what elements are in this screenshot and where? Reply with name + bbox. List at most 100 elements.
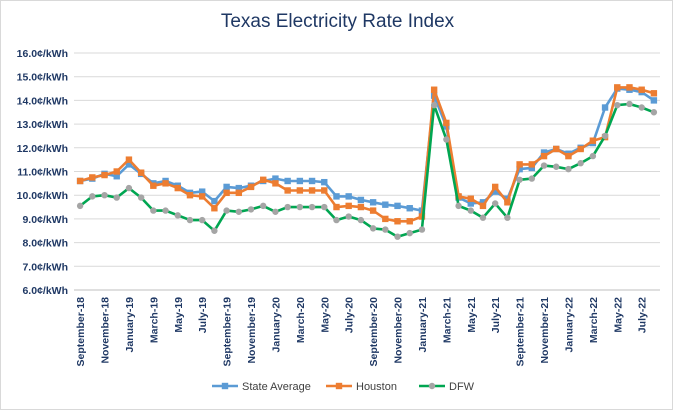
legend-label-state-average: State Average xyxy=(242,381,311,393)
dfw-point xyxy=(333,216,340,224)
y-tick-label: 9.0¢/kWh xyxy=(22,214,68,226)
x-tick-label: January-20 xyxy=(270,297,282,353)
state-average-point xyxy=(467,200,474,207)
houston-point xyxy=(394,218,401,225)
houston-point xyxy=(589,137,597,144)
dfw-point xyxy=(284,203,291,211)
houston-point xyxy=(565,152,572,160)
houston-point xyxy=(528,161,536,168)
series xyxy=(76,84,658,240)
state-average-point xyxy=(272,175,279,182)
dfw-point xyxy=(638,104,645,111)
state-average-point xyxy=(235,184,243,192)
state-average-point xyxy=(406,205,413,212)
state-average-point xyxy=(369,199,377,206)
houston-point xyxy=(553,145,560,153)
x-tick-label: November-19 xyxy=(246,297,258,364)
dfw-point xyxy=(626,100,633,108)
houston-point xyxy=(455,193,462,200)
state-average-point xyxy=(382,201,389,208)
y-axis: 6.0¢/kWh 7.0¢/kWh 8.0¢/kWh 9.0¢/kWh 10.0¢/kW… xyxy=(17,48,68,297)
x-tick-label: July-20 xyxy=(344,297,356,333)
houston-point xyxy=(125,156,133,163)
legend-label-houston: Houston xyxy=(356,381,397,393)
dfw-point xyxy=(528,175,536,182)
dfw-point xyxy=(321,203,328,211)
houston-point xyxy=(638,86,645,93)
houston-point xyxy=(284,187,291,194)
x-tick-label: May-19 xyxy=(173,297,185,333)
houston-point xyxy=(430,86,438,93)
state-average-point xyxy=(345,193,352,200)
x-tick-label: March-19 xyxy=(148,297,160,343)
state-average-point xyxy=(650,97,658,104)
dfw-point xyxy=(443,136,450,143)
y-tick-label: 16.0¢/kWh xyxy=(17,48,68,60)
houston-point xyxy=(357,203,365,211)
houston-point xyxy=(614,84,621,91)
dfw-point xyxy=(150,207,157,214)
y-tick-label: 12.0¢/kWh xyxy=(17,143,68,155)
houston-point xyxy=(89,174,96,181)
houston-point xyxy=(308,187,316,194)
x-tick-label: September-20 xyxy=(368,297,380,367)
houston-point xyxy=(260,176,267,183)
dfw-point xyxy=(491,200,499,207)
dfw-point xyxy=(479,214,487,221)
state-average-point xyxy=(211,197,218,205)
x-axis: September-18 November-18 January-19 March-1… xyxy=(75,297,649,367)
houston-point xyxy=(162,180,169,187)
houston-point xyxy=(272,180,279,187)
dfw-point xyxy=(89,193,96,200)
houston-point xyxy=(626,84,633,91)
x-tick-label: January-22 xyxy=(563,297,575,353)
dfw-point xyxy=(345,213,352,220)
houston-point xyxy=(406,218,413,225)
houston-point xyxy=(113,168,120,175)
houston-point xyxy=(516,161,523,168)
state-average-line xyxy=(79,87,655,212)
dfw-point xyxy=(101,192,108,199)
houston-point xyxy=(650,90,658,97)
dfw-point xyxy=(198,216,206,224)
state-average-point xyxy=(601,104,609,111)
y-tick-label: 13.0¢/kWh xyxy=(17,119,68,131)
houston-point xyxy=(345,202,352,210)
dfw-point xyxy=(565,165,572,173)
houston-point xyxy=(296,187,304,194)
x-tick-label: November-20 xyxy=(393,297,405,364)
gridlines xyxy=(74,52,660,291)
houston-point xyxy=(150,182,157,189)
houston-point xyxy=(321,187,328,194)
dfw-point xyxy=(76,202,84,210)
dfw-point xyxy=(382,226,389,233)
state-average-point xyxy=(321,178,328,186)
y-tick-label: 8.0¢/kWh xyxy=(22,238,68,250)
state-average-point xyxy=(308,177,316,185)
legend-marker-state-average xyxy=(221,382,229,390)
state-average-point xyxy=(357,196,365,204)
state-average-point xyxy=(198,188,206,195)
dfw-point xyxy=(162,207,169,214)
dfw-point xyxy=(394,233,401,240)
houston-point xyxy=(504,199,511,206)
dfw-point xyxy=(357,216,365,224)
dfw-point xyxy=(516,176,523,183)
legend-marker-dfw xyxy=(428,382,436,390)
x-tick-label: March-22 xyxy=(588,297,600,343)
dfw-point xyxy=(553,163,560,170)
y-tick-label: 11.0¢/kWh xyxy=(17,167,68,179)
state-average-point xyxy=(479,199,487,206)
houston-point xyxy=(333,203,340,211)
dfw-point xyxy=(260,202,267,210)
state-average-point xyxy=(223,183,230,191)
x-tick-label: March-21 xyxy=(441,297,453,343)
dfw-point xyxy=(650,109,658,116)
x-tick-label: September-19 xyxy=(222,297,234,367)
dfw-point xyxy=(455,202,462,210)
y-tick-label: 7.0¢/kWh xyxy=(22,261,68,273)
houston-point xyxy=(174,184,181,192)
dfw-point xyxy=(272,208,279,215)
dfw-point xyxy=(235,208,243,215)
